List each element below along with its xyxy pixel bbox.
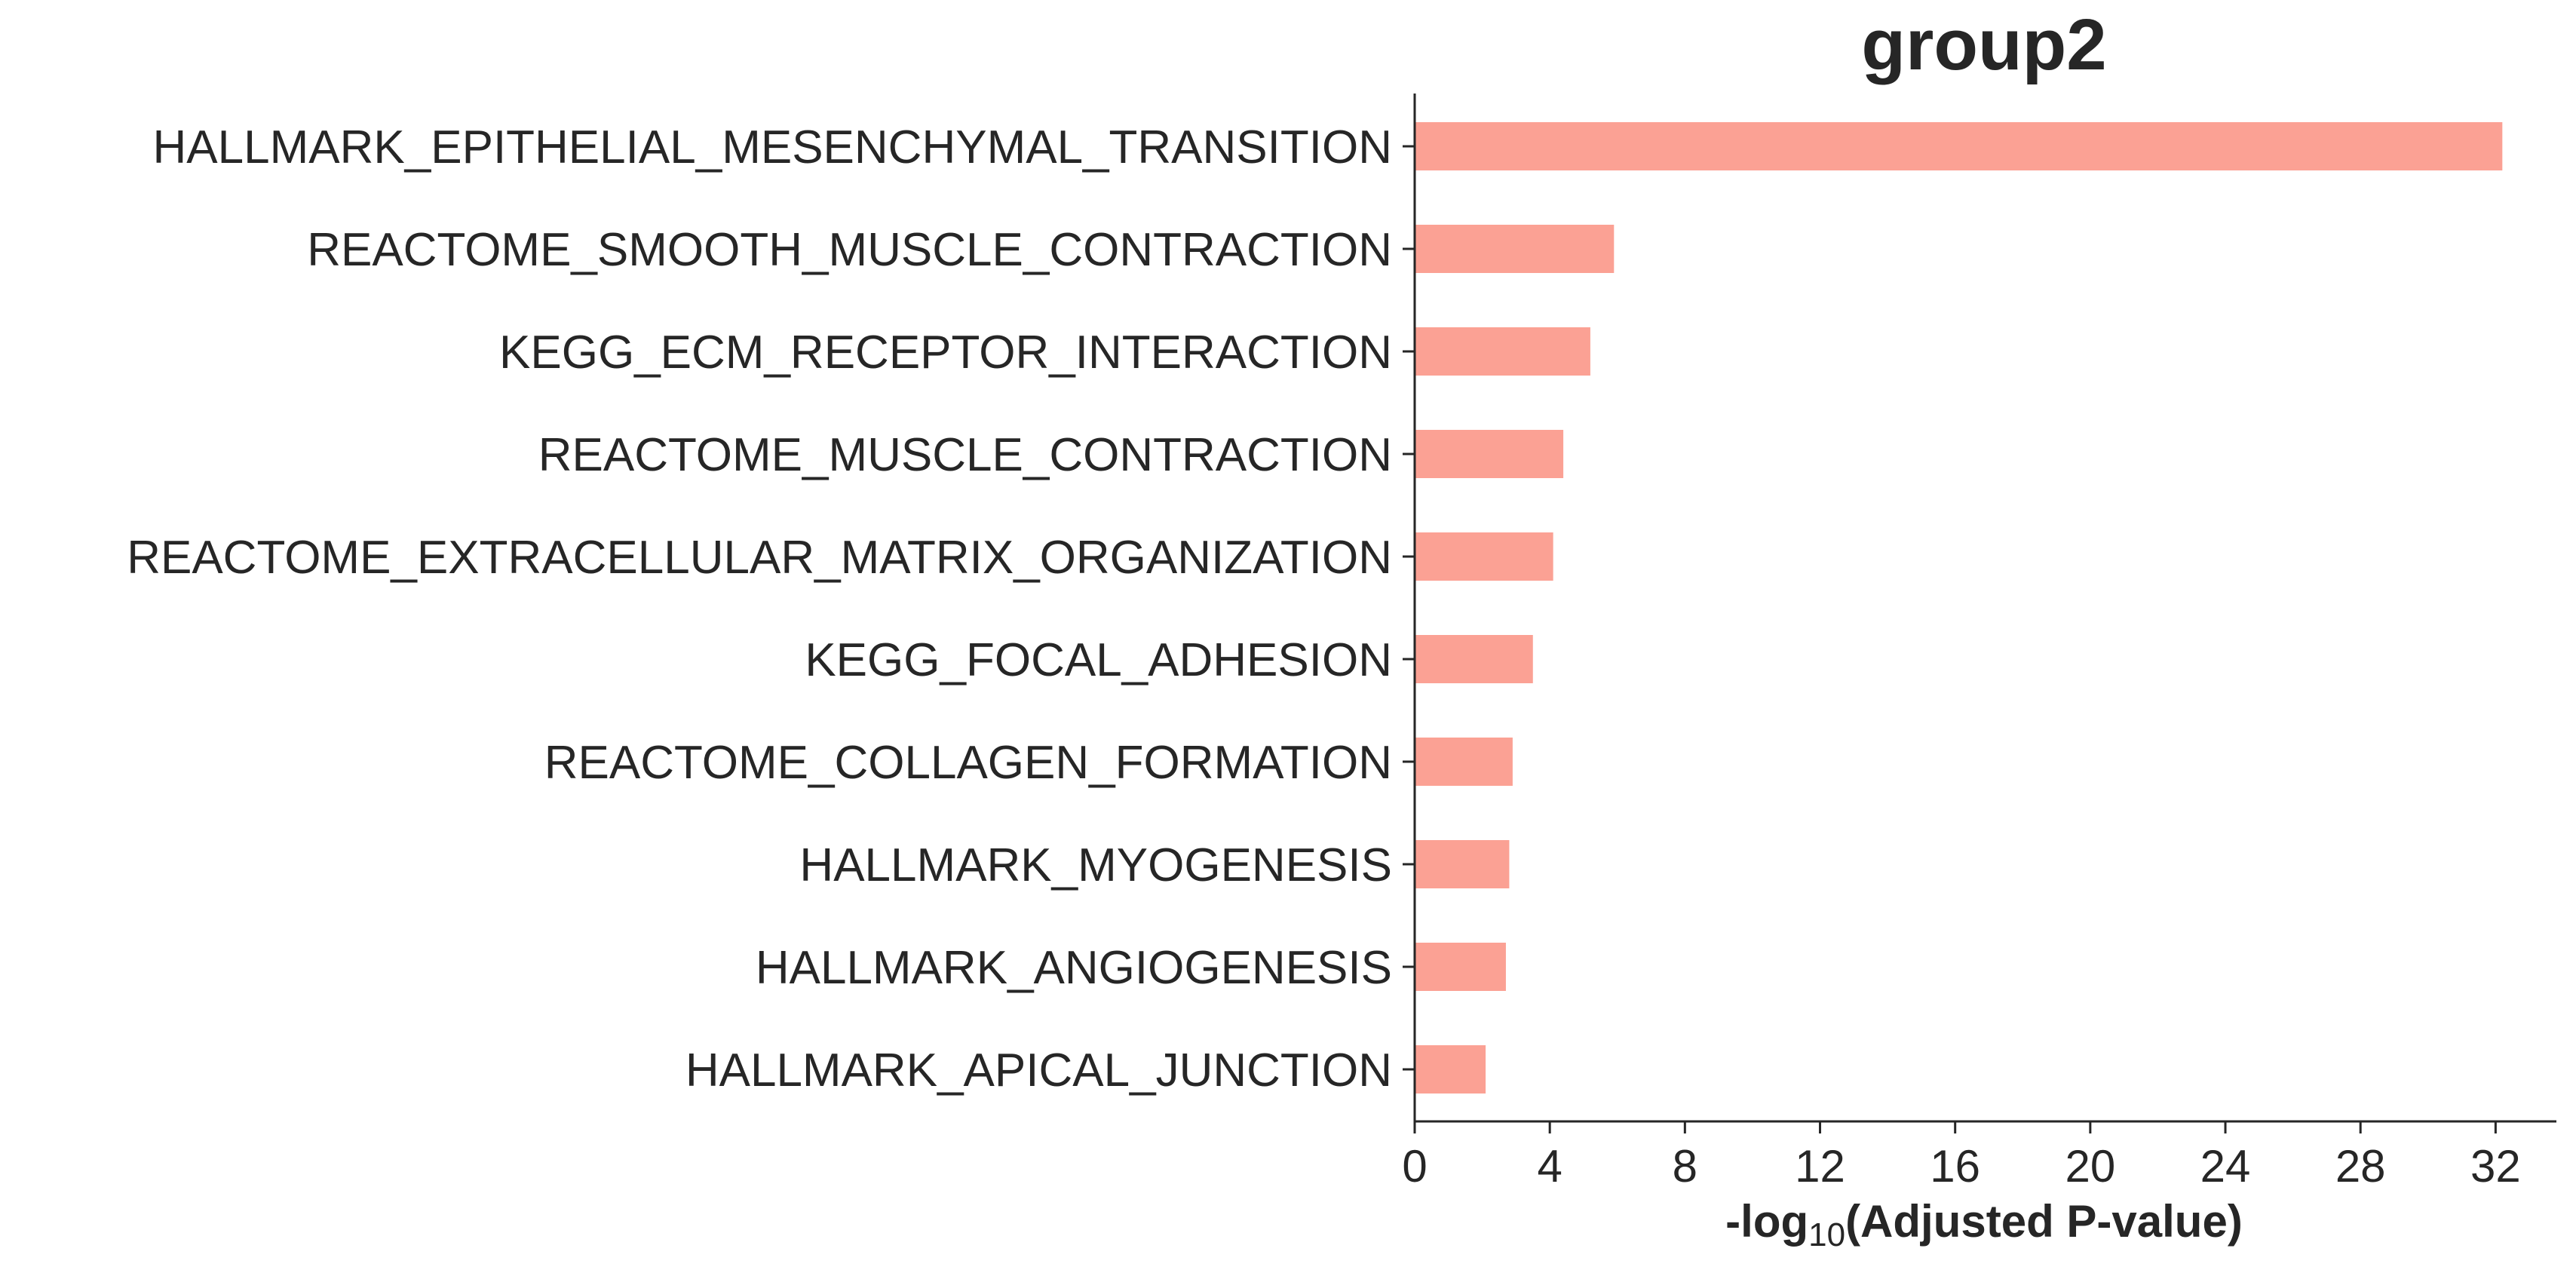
category-label-7: HALLMARK_MYOGENESIS	[799, 839, 1392, 891]
x-tick-label-4: 16	[1930, 1141, 1980, 1192]
bar-4	[1415, 532, 1553, 581]
x-tick-label-5: 20	[2065, 1141, 2115, 1192]
x-axis-label-suffix: (Adjusted P-value)	[1845, 1196, 2243, 1247]
bar-1	[1415, 225, 1615, 273]
category-label-9: HALLMARK_APICAL_JUNCTION	[685, 1044, 1392, 1097]
x-axis-label-prefix: -log	[1725, 1196, 1808, 1247]
category-labels: HALLMARK_EPITHELIAL_MESENCHYMAL_TRANSITI…	[127, 121, 1415, 1097]
category-label-6: REACTOME_COLLAGEN_FORMATION	[544, 737, 1392, 789]
category-label-2: KEGG_ECM_RECEPTOR_INTERACTION	[499, 327, 1392, 379]
category-label-3: REACTOME_MUSCLE_CONTRACTION	[538, 429, 1392, 481]
category-label-8: HALLMARK_ANGIOGENESIS	[756, 942, 1392, 994]
bars-layer	[1415, 122, 2503, 1093]
bar-3	[1415, 430, 1564, 478]
bar-2	[1415, 327, 1590, 376]
bar-0	[1415, 122, 2503, 170]
bar-8	[1415, 943, 1506, 991]
chart-title: group2	[1861, 5, 2106, 85]
x-tick-label-0: 0	[1402, 1141, 1427, 1192]
category-label-5: KEGG_FOCAL_ADHESION	[805, 634, 1392, 686]
axes	[1413, 94, 2556, 1123]
bar-5	[1415, 635, 1533, 683]
x-tick-label-7: 28	[2335, 1141, 2386, 1192]
category-label-4: REACTOME_EXTRACELLULAR_MATRIX_ORGANIZATI…	[127, 532, 1392, 584]
x-axis-label-subscript: 10	[1808, 1216, 1845, 1253]
bar-7	[1415, 840, 1510, 888]
bar-6	[1415, 738, 1513, 786]
x-tick-label-2: 8	[1673, 1141, 1697, 1192]
x-tick-label-8: 32	[2470, 1141, 2521, 1192]
category-label-1: REACTOME_SMOOTH_MUSCLE_CONTRACTION	[307, 224, 1392, 276]
x-tick-label-3: 12	[1795, 1141, 1845, 1192]
bar-9	[1415, 1045, 1486, 1093]
category-label-0: HALLMARK_EPITHELIAL_MESENCHYMAL_TRANSITI…	[153, 121, 1392, 173]
x-tick-label-6: 24	[2200, 1141, 2251, 1192]
x-axis-label: -log10(Adjusted P-value)	[1725, 1196, 2243, 1253]
x-ticks: 0 4 8 12 16 20 24 28 32	[1402, 1121, 2521, 1192]
x-tick-label-1: 4	[1537, 1141, 1562, 1192]
